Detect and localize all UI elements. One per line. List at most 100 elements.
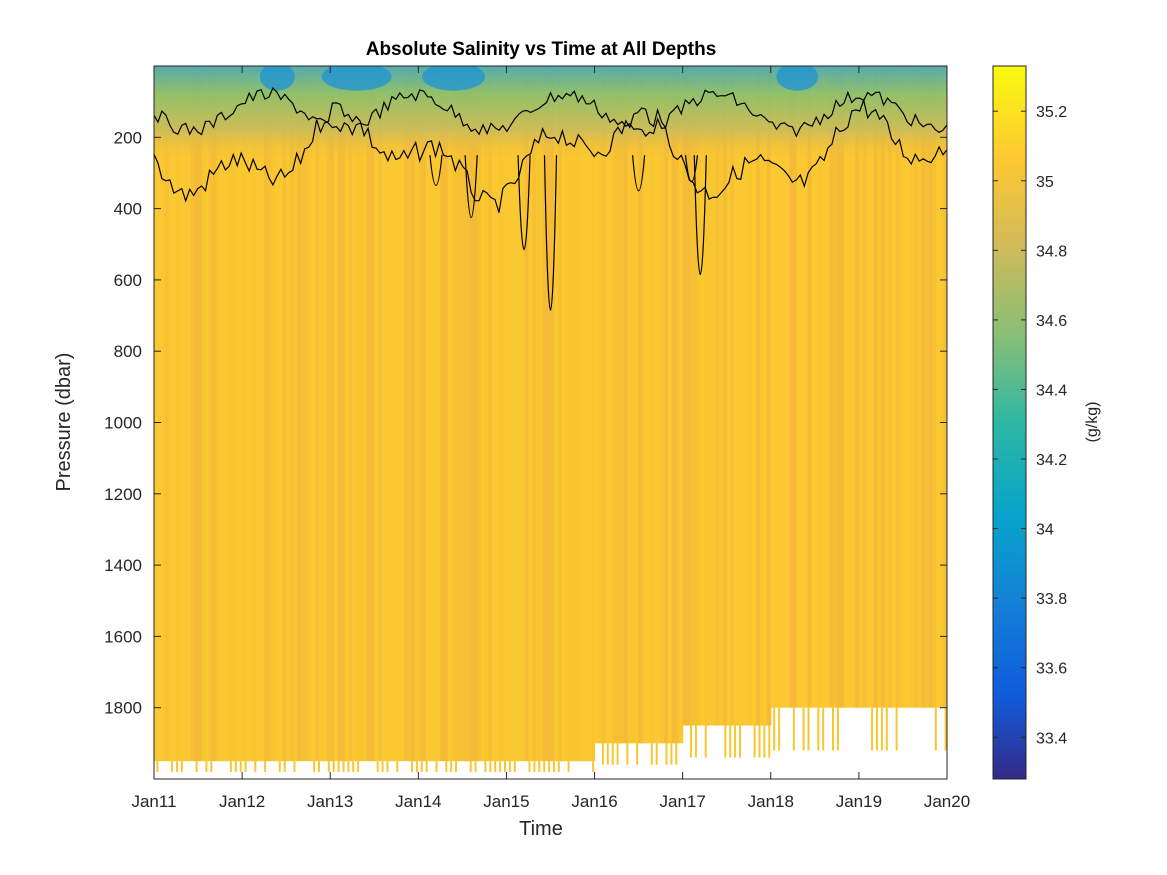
salinity-column: [895, 66, 900, 708]
colorbar-tick-label: 33.8: [1036, 591, 1067, 608]
salinity-column: [906, 66, 911, 708]
salinity-column: [921, 66, 926, 708]
salinity-fringe: [504, 761, 506, 772]
salinity-column: [880, 66, 886, 708]
salinity-column: [686, 66, 691, 726]
salinity-column: [656, 66, 662, 744]
salinity-column: [297, 66, 302, 762]
salinity-fringe: [455, 761, 457, 772]
salinity-column: [223, 66, 229, 762]
salinity-fringe: [885, 707, 888, 751]
salinity-fringe: [278, 761, 281, 772]
salinity-column: [469, 66, 474, 762]
contour-tongue: [543, 155, 558, 311]
salinity-column: [884, 66, 889, 708]
salinity-column: [616, 66, 621, 744]
contour-tongue: [517, 155, 531, 250]
salinity-column: [194, 66, 199, 762]
salinity-column: [278, 66, 284, 762]
salinity-column: [363, 66, 368, 762]
salinity-column: [491, 66, 497, 762]
salinity-column: [245, 66, 251, 762]
salinity-column: [436, 66, 441, 762]
salinity-column: [712, 66, 717, 726]
salinity-column: [355, 66, 361, 762]
salinity-fringe: [342, 761, 345, 772]
salinity-column: [480, 66, 486, 762]
salinity-column: [521, 66, 526, 762]
salinity-column: [433, 66, 438, 762]
salinity-fringe: [484, 761, 487, 772]
salinity-column: [697, 66, 702, 726]
salinity-fringe: [543, 761, 546, 772]
salinity-column: [315, 66, 320, 762]
x-tick-label: Jan19: [836, 792, 882, 811]
salinity-column: [311, 66, 317, 762]
salinity-column: [855, 66, 860, 708]
salinity-column: [532, 66, 537, 762]
salinity-fringe: [944, 707, 947, 751]
salinity-column: [550, 66, 555, 762]
salinity-fringe: [450, 761, 453, 772]
salinity-fringe: [724, 725, 727, 758]
salinity-fringe: [313, 761, 316, 772]
salinity-fringe: [557, 761, 560, 772]
salinity-fringe: [499, 761, 502, 772]
salinity-column: [410, 66, 416, 762]
salinity-column: [737, 66, 743, 726]
salinity-column: [939, 66, 944, 708]
salinity-column: [708, 66, 713, 726]
salinity-fringe: [352, 761, 355, 772]
salinity-column: [399, 66, 405, 762]
salinity-column: [440, 66, 445, 762]
salinity-column: [796, 66, 801, 708]
salinity-column: [477, 66, 482, 762]
salinity-column: [234, 66, 240, 762]
salinity-fringe: [332, 761, 335, 772]
salinity-fringe: [763, 725, 766, 758]
salinity-column: [183, 66, 188, 762]
salinity-column: [701, 66, 706, 726]
salinity-column: [220, 66, 225, 762]
salinity-column: [322, 66, 328, 762]
salinity-column: [187, 66, 192, 762]
salinity-column: [165, 66, 170, 762]
salinity-column: [528, 66, 533, 762]
y-tick-label: 400: [114, 200, 142, 219]
salinity-fringe: [244, 761, 247, 772]
salinity-column: [377, 66, 383, 762]
salinity-column: [308, 66, 313, 762]
colorbar-tick-label: 34.6: [1036, 313, 1067, 330]
salinity-column: [554, 66, 559, 762]
salinity-fringe: [773, 707, 776, 751]
salinity-fringe: [871, 707, 874, 751]
salinity-column: [935, 66, 941, 708]
salinity-column: [723, 66, 728, 726]
salinity-column: [513, 66, 519, 762]
salinity-column: [227, 66, 232, 762]
salinity-column: [612, 66, 618, 744]
salinity-column: [407, 66, 412, 762]
salinity-column: [778, 66, 783, 708]
salinity-column: [913, 66, 919, 708]
salinity-column: [675, 66, 680, 744]
salinity-column: [535, 66, 541, 762]
salinity-column: [726, 66, 731, 726]
salinity-column: [502, 66, 508, 762]
salinity-fringe: [836, 707, 839, 751]
colorbar: [992, 65, 1027, 780]
salinity-column: [576, 66, 581, 762]
salinity-fringe: [548, 761, 551, 772]
salinity-column: [209, 66, 214, 762]
salinity-fringe: [626, 743, 629, 765]
salinity-fringe: [513, 761, 516, 772]
salinity-fringe: [425, 761, 428, 772]
salinity-column: [642, 66, 647, 744]
salinity-fringe: [690, 725, 692, 758]
x-tick-label: Jan20: [924, 792, 970, 811]
salinity-column: [649, 66, 654, 744]
salinity-fringe: [758, 725, 761, 758]
salinity-column: [484, 66, 489, 762]
salinity-column: [300, 66, 306, 762]
y-tick-label: 600: [114, 271, 142, 290]
